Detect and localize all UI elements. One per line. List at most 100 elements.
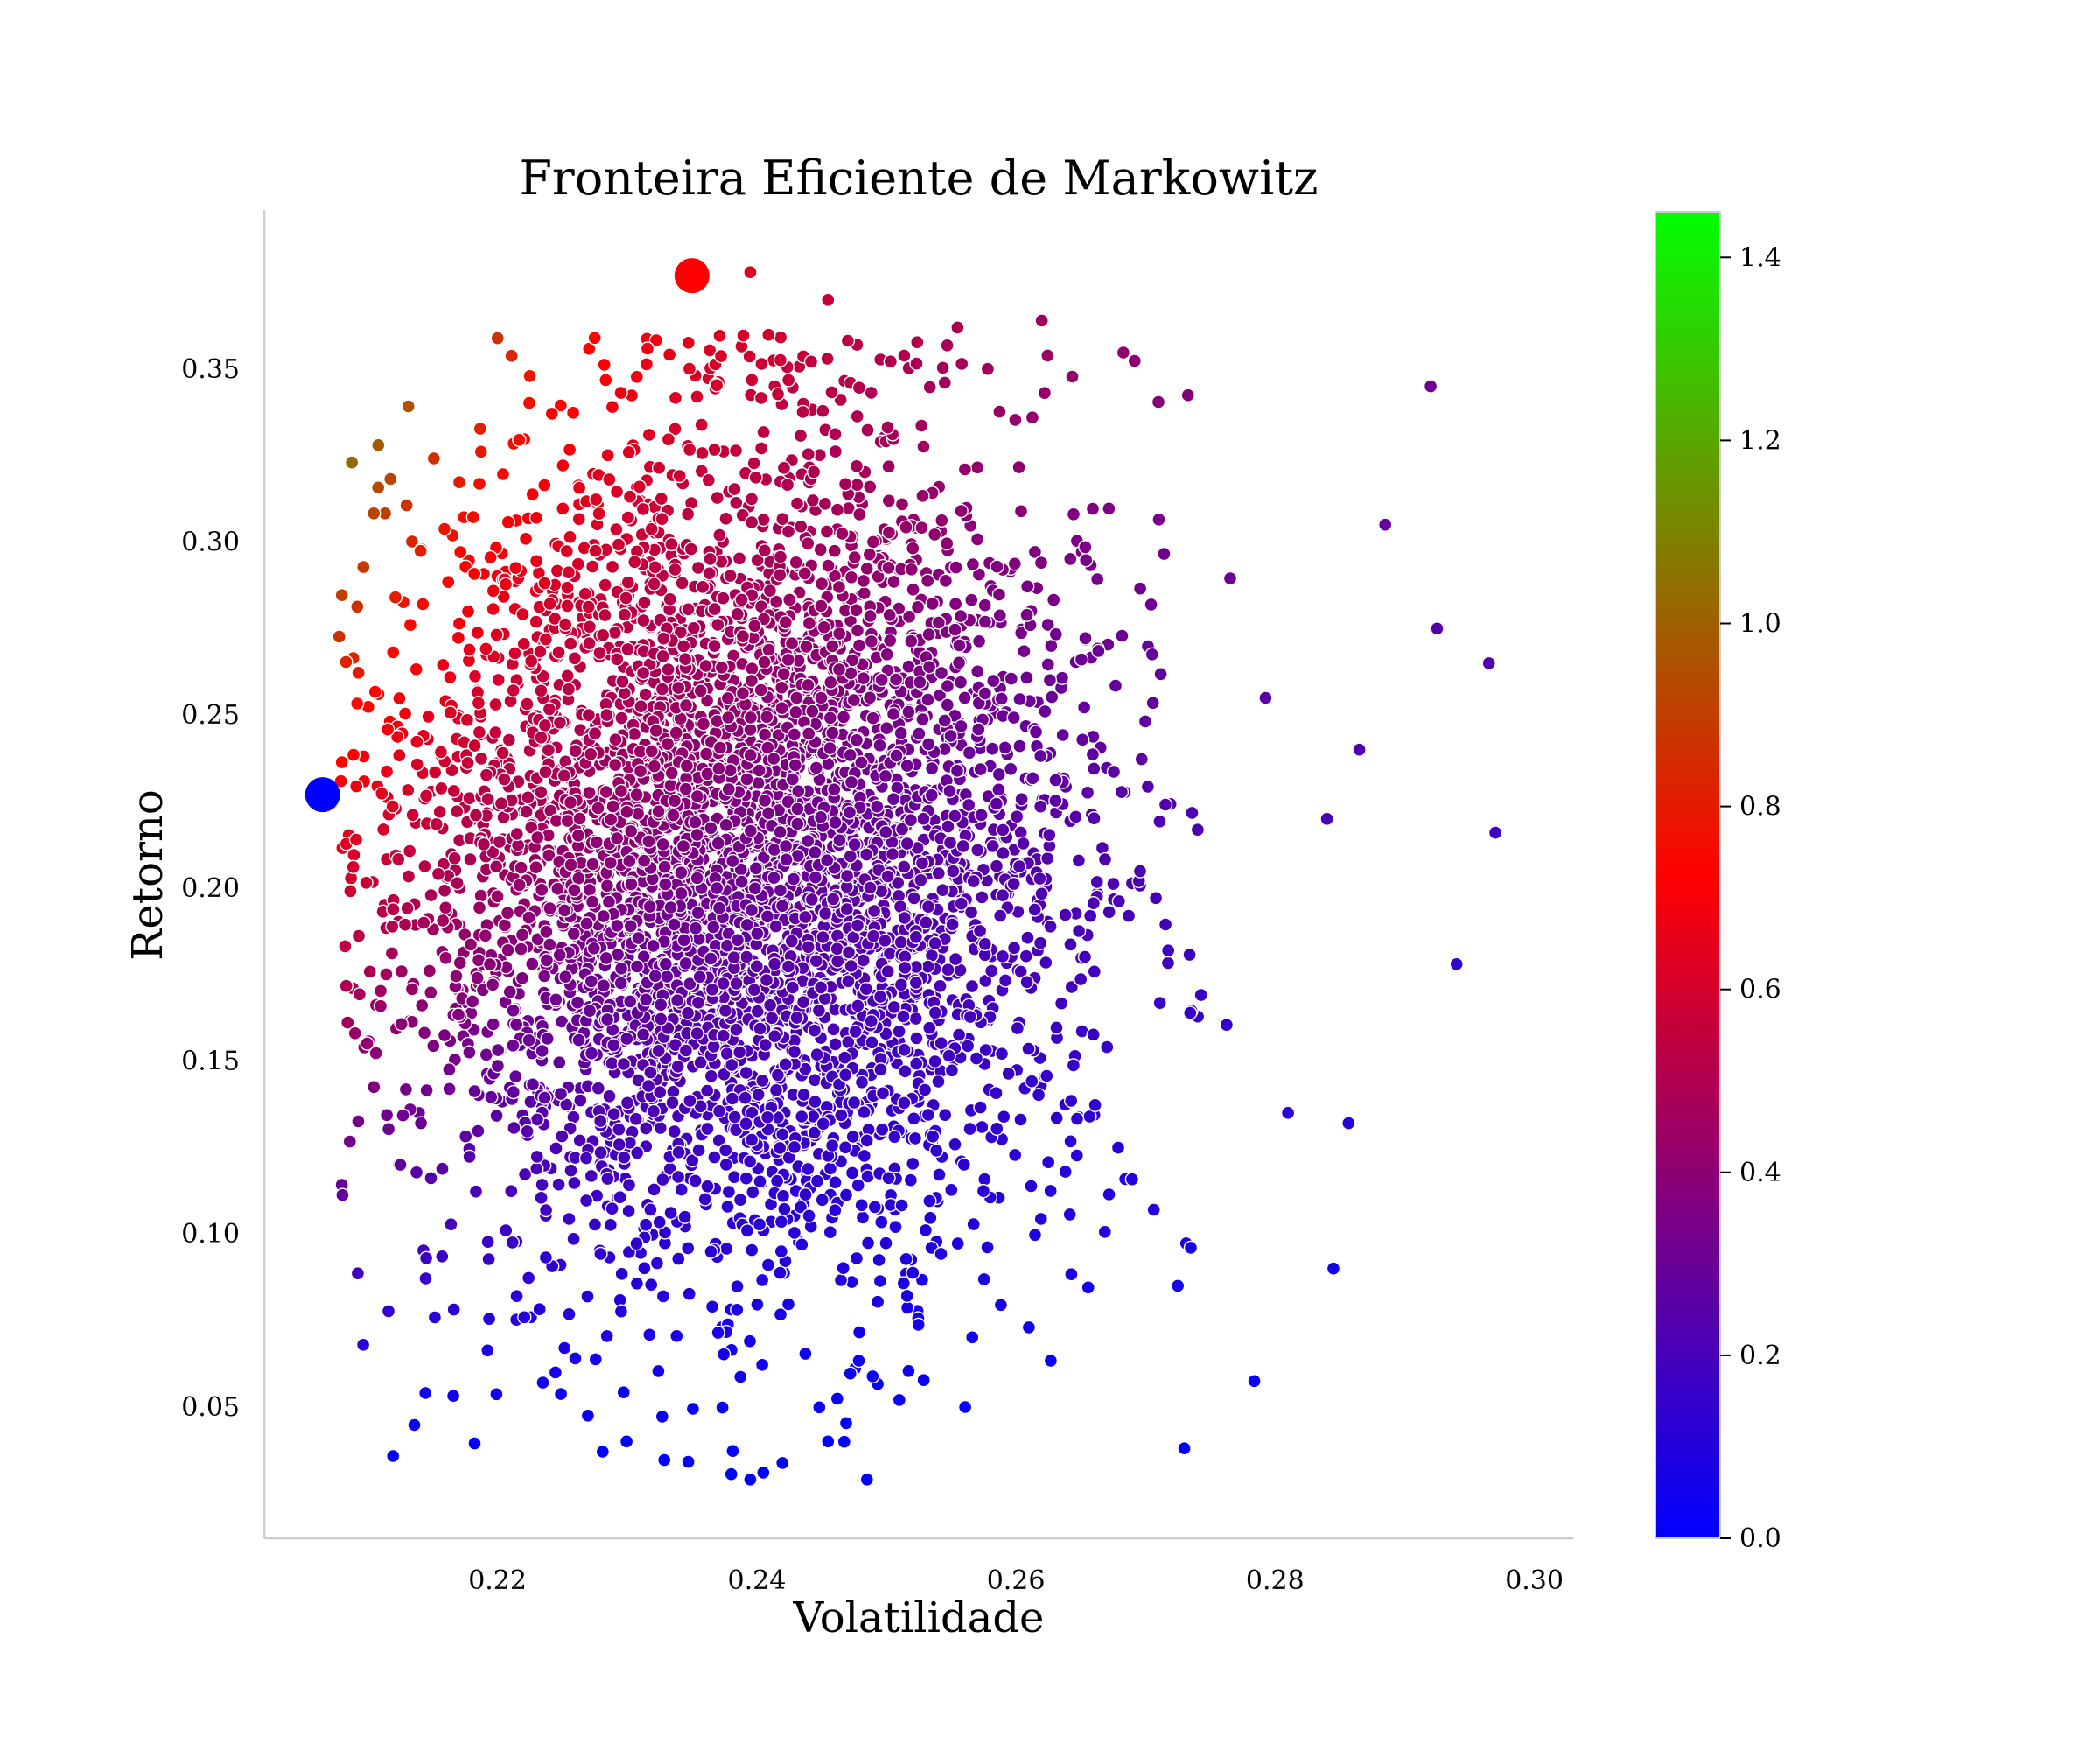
scatter-point [775,1455,790,1471]
scatter-point [613,1304,629,1319]
scatter-point [385,919,400,934]
scatter-point [599,707,614,723]
scatter-point [778,838,794,854]
scatter-point [648,969,662,984]
scatter-point [470,625,486,640]
scatter-point [897,1096,912,1110]
scatter-point [509,1288,524,1304]
scatter-point [971,722,986,737]
scatter-point [629,959,645,974]
scatter-point [886,792,901,807]
scatter-point [538,1202,554,1218]
scatter-point [754,1272,770,1288]
scatter-point [586,941,601,956]
scatter-point [733,1369,748,1384]
scatter-point [809,1173,825,1188]
scatter-point [770,387,786,402]
scatter-point [762,998,778,1012]
scatter-point [904,562,920,577]
scatter-point [681,1241,696,1256]
scatter-point [973,1100,988,1115]
scatter-point [774,1214,789,1229]
scatter-point [622,489,638,504]
scatter-point [909,1031,924,1046]
scatter-point [816,1116,830,1131]
scatter-point [773,550,788,564]
scatter-point [780,959,796,974]
scatter-point [1116,345,1131,360]
scatter-point [738,1171,753,1186]
scatter-point [799,639,814,654]
scatter-point [346,859,360,874]
scatter-point [460,755,475,771]
scatter-point [971,634,987,648]
scatter-point [418,788,434,803]
scatter-point [679,759,695,774]
scatter-point [734,874,749,889]
scatter-point [844,774,859,790]
scatter-point [558,617,573,632]
scatter-point [964,978,980,994]
scatter-point [537,478,552,493]
scatter-point [446,1302,461,1317]
scatter-point [1160,942,1176,958]
scatter-point [880,963,895,979]
scatter-point [1033,748,1048,764]
scatter-point [588,1352,603,1367]
scatter-point [669,992,685,1008]
scatter-point [755,1073,770,1088]
scatter-point [896,1276,912,1291]
scatter-point [1012,691,1027,707]
scatter-point [463,851,478,867]
scatter-point [753,682,768,697]
scatter-point [956,1157,972,1172]
scatter-point [612,1137,626,1152]
scatter-point [724,1091,740,1106]
scatter-point [514,970,530,986]
scatter-point [480,1234,495,1250]
scatter-point [815,1193,830,1208]
scatter-point [560,598,575,613]
scatter-point [1258,690,1273,705]
scatter-point [620,575,635,590]
scatter-point [780,524,796,539]
scatter-point [600,448,615,463]
scatter-point [824,1138,840,1153]
scatter-point [1058,1164,1073,1180]
scatter-point [497,772,512,787]
scatter-point [368,684,382,699]
scatter-point [1037,386,1053,401]
scatter-point [899,520,914,535]
scatter-point [726,1169,742,1185]
scatter-point [339,978,354,993]
scatter-point [844,1166,860,1180]
scatter-point [1081,1280,1096,1295]
scatter-point [564,636,578,651]
scatter-point [942,835,958,850]
scatter-point [838,1416,854,1431]
scatter-point [522,396,537,410]
scatter-point [654,997,668,1012]
scatter-point [735,686,751,701]
scatter-point [757,654,772,669]
scatter-point [1012,858,1027,874]
scatter-point [709,378,724,393]
scatter-point [886,706,901,722]
scatter-point [802,1208,816,1223]
scatter-point [695,445,710,461]
scatter-point [424,985,438,1000]
scatter-point [832,626,847,641]
scatter-point [738,1065,753,1081]
scatter-point [391,851,406,867]
scatter-point [938,573,954,588]
scatter-point [1025,410,1040,425]
scatter-point [501,732,516,747]
scatter-point [811,1003,827,1018]
scatter-point [901,1363,916,1379]
scatter-point [445,1388,461,1404]
scatter-point [1027,544,1043,560]
scatter-point [864,1035,879,1050]
scatter-point [512,878,527,892]
scatter-point [952,638,967,653]
scatter-point [944,1182,959,1198]
